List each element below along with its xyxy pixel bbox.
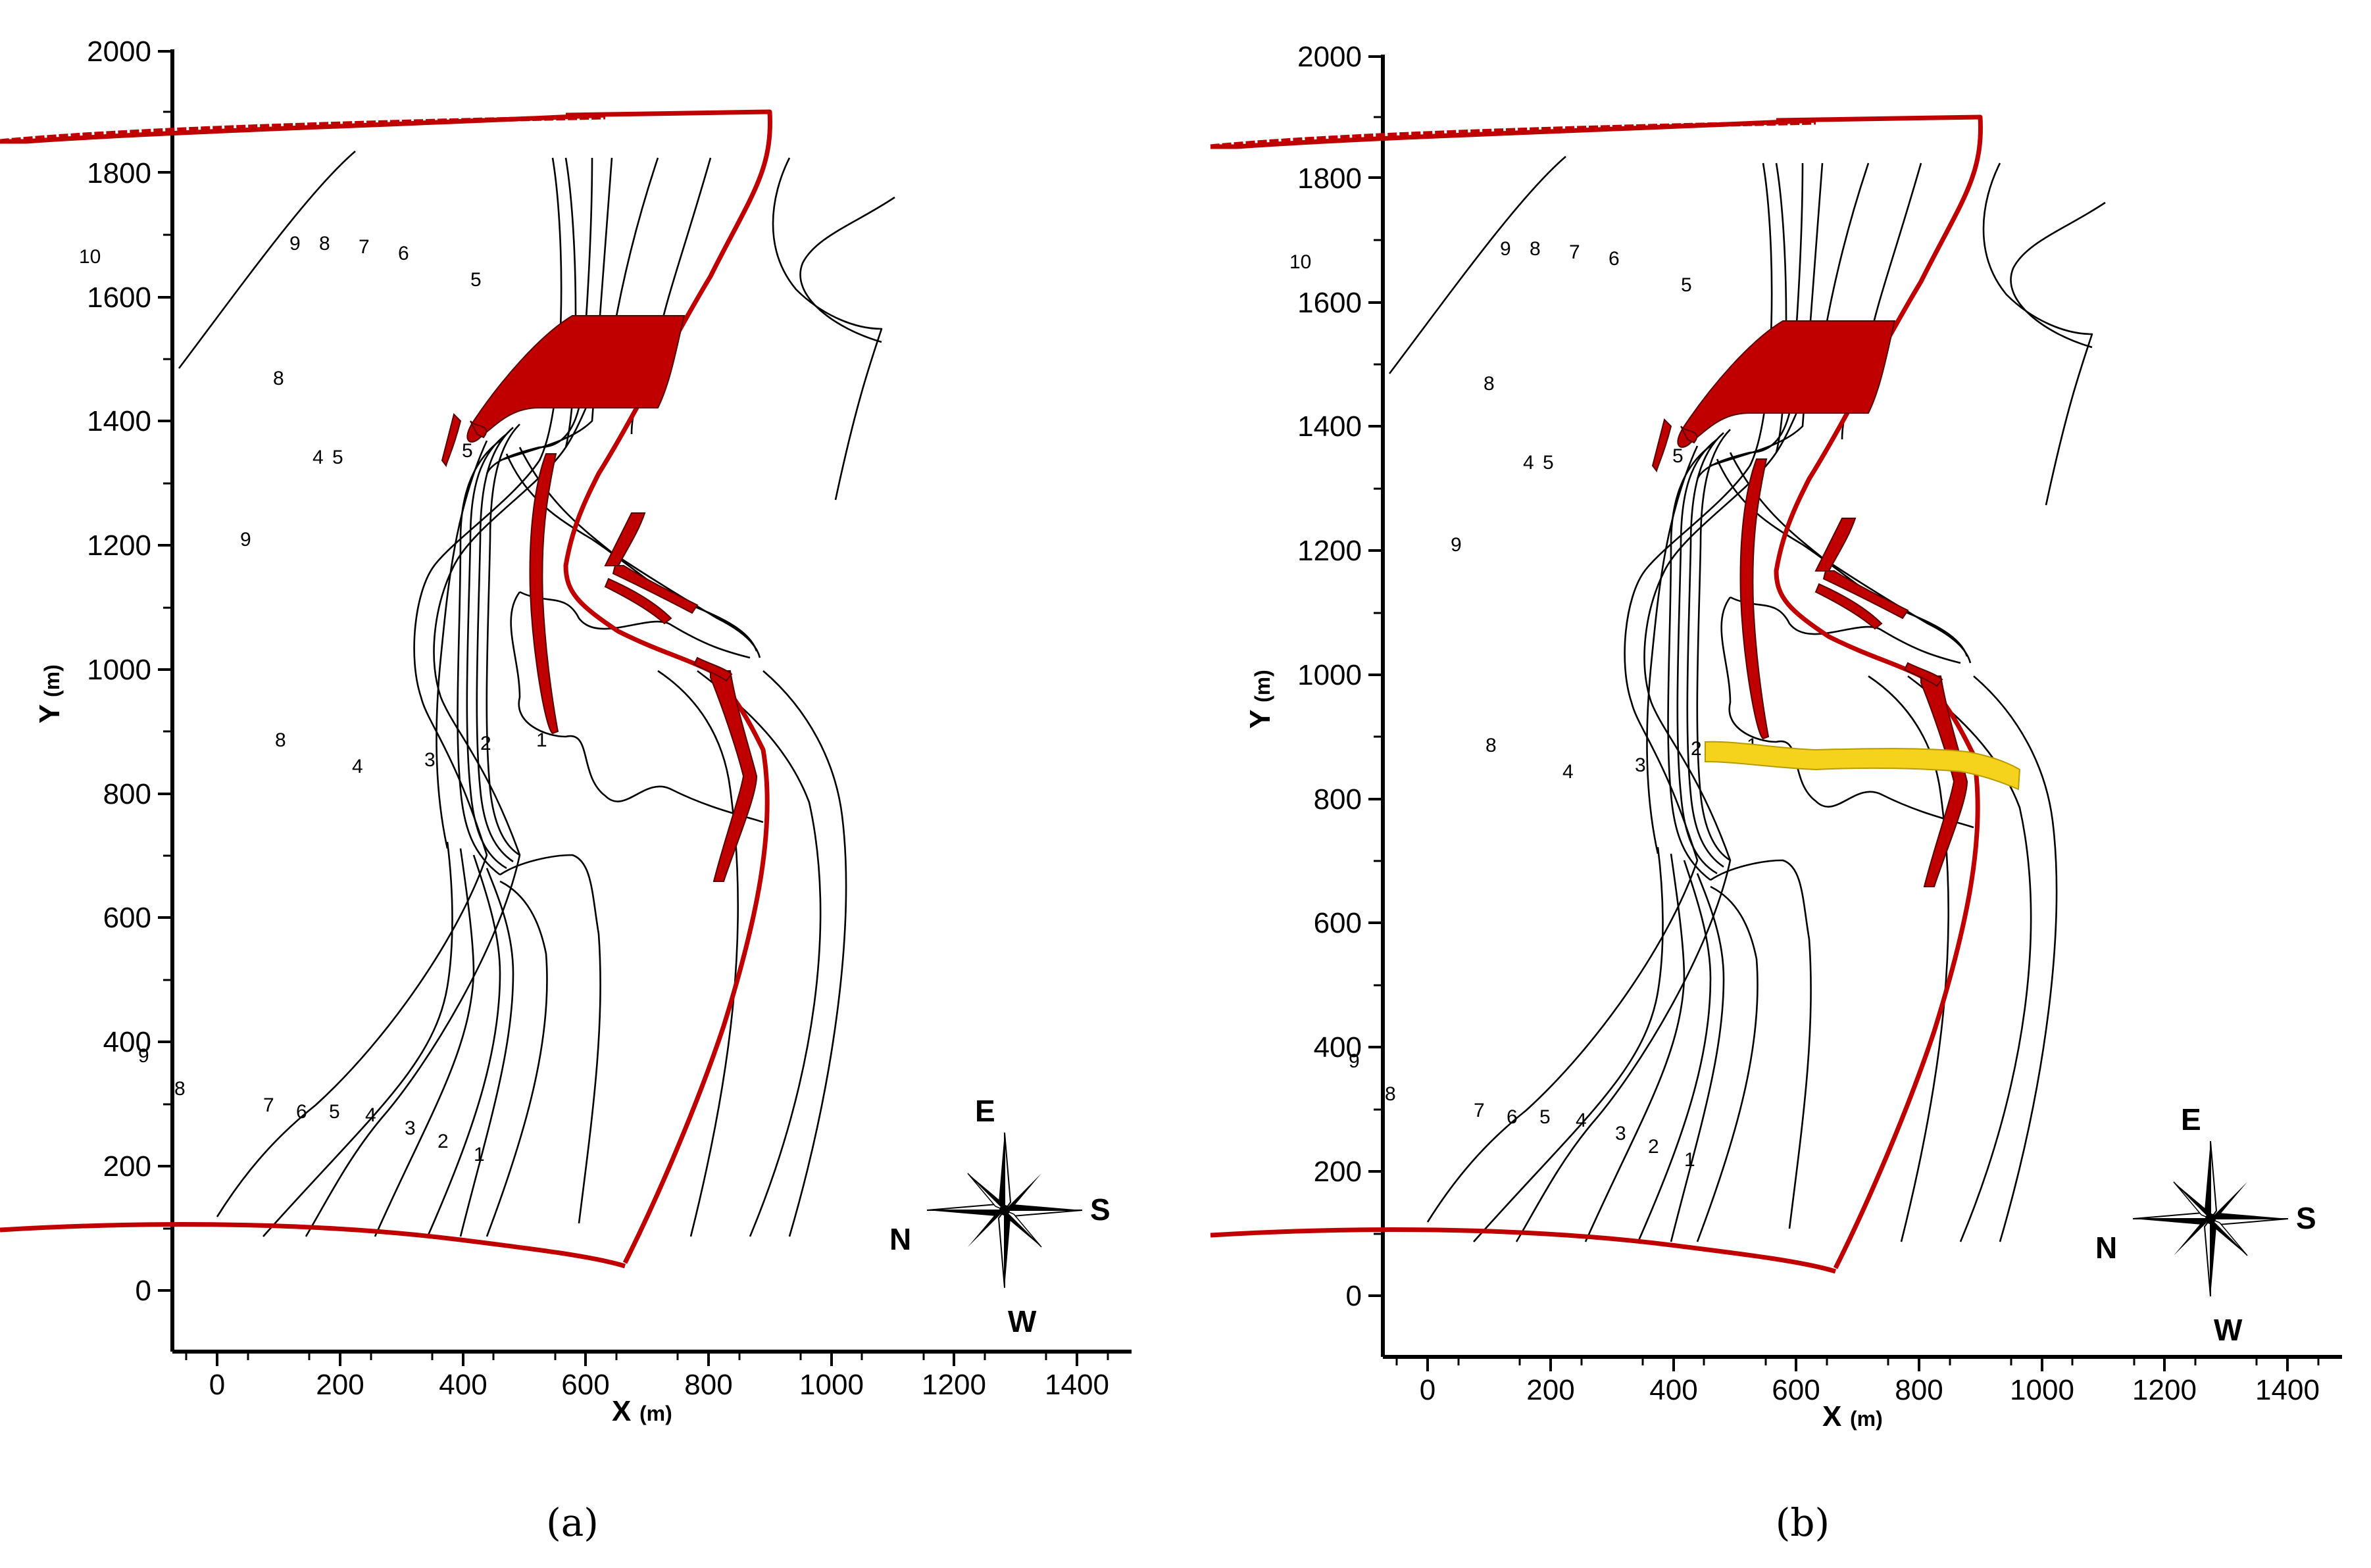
x-tick-labels-a: 0 200 400 600 800 1000 1200 1400 xyxy=(209,1369,1109,1401)
x-axis-title-a: X (m) xyxy=(612,1395,672,1427)
y-tick-label: 800 xyxy=(1314,783,1362,816)
x-tick-label: 400 xyxy=(439,1369,487,1401)
y-tick-labels-b: 0 200 400 600 800 1000 1200 1400 1600 18… xyxy=(1297,41,1362,1312)
x-tick-label: 200 xyxy=(316,1369,364,1401)
x-tick-label: 400 xyxy=(1649,1374,1697,1406)
y-tick-label: 1800 xyxy=(87,157,151,189)
x-tick-label: 600 xyxy=(561,1369,609,1401)
svg-text:(m): (m) xyxy=(639,1402,672,1425)
y-tick-label: 2000 xyxy=(1297,41,1362,73)
x-tick-label: 1200 xyxy=(922,1369,986,1401)
y-ticks-a xyxy=(158,50,172,1292)
y-tick-label: 1800 xyxy=(1297,162,1362,195)
y-tick-label: 1400 xyxy=(1297,410,1362,443)
y-axis-a: 0 200 400 600 800 1000 1200 1400 1600 18… xyxy=(34,36,174,1352)
svg-text:X: X xyxy=(1822,1400,1841,1433)
y-tick-label: 1000 xyxy=(1297,659,1362,691)
x-tick-label: 800 xyxy=(1895,1374,1943,1406)
compass-label-left: N xyxy=(2095,1231,2117,1265)
svg-text:X: X xyxy=(612,1395,631,1427)
svg-text:(m): (m) xyxy=(40,664,64,697)
compass-label-top: E xyxy=(2181,1102,2201,1137)
x-axis-title-b: X (m) xyxy=(1822,1400,1883,1433)
panel-label-b: (b) xyxy=(1776,1500,1830,1545)
compass-label-top: E xyxy=(975,1094,995,1128)
panel-b: 0 200 400 600 800 1000 1200 1400 1600 18… xyxy=(1210,41,2342,1545)
x-tick-labels-b: 0 200 400 600 800 1000 1200 1400 xyxy=(1420,1374,2320,1406)
y-tick-labels-a: 0 200 400 600 800 1000 1200 1400 1600 18… xyxy=(87,36,151,1307)
x-tick-label: 1200 xyxy=(2132,1374,2197,1406)
x-tick-label: 0 xyxy=(1420,1374,1435,1406)
y-tick-label: 1600 xyxy=(87,282,151,314)
x-ticks-a xyxy=(185,1352,1109,1366)
x-axis-a: 0 200 400 600 800 1000 1200 1400 X (m) xyxy=(172,1350,1132,1427)
y-tick-label: 1200 xyxy=(87,529,151,562)
y-tick-label: 600 xyxy=(103,902,151,934)
y-tick-label: 0 xyxy=(1346,1280,1362,1312)
y-axis-title-b: Y (m) xyxy=(1244,670,1276,729)
y-tick-label: 1400 xyxy=(87,405,151,437)
x-tick-label: 1400 xyxy=(1045,1369,1109,1401)
compass-label-left: N xyxy=(889,1222,911,1256)
compass-label-bottom: W xyxy=(1008,1304,1037,1338)
y-tick-label: 1000 xyxy=(87,654,151,686)
y-tick-label: 1200 xyxy=(1297,535,1362,567)
compass-rose-b: E S N W xyxy=(2095,1102,2316,1347)
y-tick-label: 200 xyxy=(1314,1156,1362,1188)
compass-label-right: S xyxy=(2296,1201,2316,1235)
svg-text:Y: Y xyxy=(34,704,66,723)
y-ticks-b xyxy=(1368,55,1383,1297)
y-tick-label: 600 xyxy=(1314,907,1362,939)
x-tick-label: 800 xyxy=(684,1369,732,1401)
panel-a: 0 200 400 600 800 1000 1200 1400 1600 18… xyxy=(0,36,1132,1545)
y-axis-title-a: Y (m) xyxy=(34,664,66,723)
compass-label-right: S xyxy=(1090,1192,1111,1227)
compass-label-bottom: W xyxy=(2214,1313,2243,1347)
svg-text:(m): (m) xyxy=(1850,1407,1883,1431)
y-axis-b: 0 200 400 600 800 1000 1200 1400 1600 18… xyxy=(1244,41,1385,1357)
x-tick-label: 1000 xyxy=(2010,1374,2074,1406)
x-axis-b: 0 200 400 600 800 1000 1200 1400 X (m) xyxy=(1383,1355,2342,1433)
svg-text:Y: Y xyxy=(1244,710,1276,729)
compass-rose-a: E S N W xyxy=(889,1094,1111,1338)
y-tick-label: 2000 xyxy=(87,36,151,68)
bridge-structure xyxy=(1705,741,2021,791)
bathymetry-map-b xyxy=(1210,117,2105,1271)
x-tick-label: 0 xyxy=(209,1369,225,1401)
x-tick-label: 1000 xyxy=(799,1369,864,1401)
y-tick-label: 200 xyxy=(103,1150,151,1183)
y-tick-label: 800 xyxy=(103,778,151,810)
x-tick-label: 1400 xyxy=(2255,1374,2320,1406)
svg-text:(m): (m) xyxy=(1251,670,1274,702)
x-tick-label: 200 xyxy=(1526,1374,1574,1406)
x-ticks-b xyxy=(1395,1357,2320,1371)
y-tick-label: 1600 xyxy=(1297,287,1362,319)
y-tick-label: 0 xyxy=(136,1275,151,1307)
panel-label-a: (a) xyxy=(546,1500,599,1545)
x-tick-label: 600 xyxy=(1772,1374,1820,1406)
